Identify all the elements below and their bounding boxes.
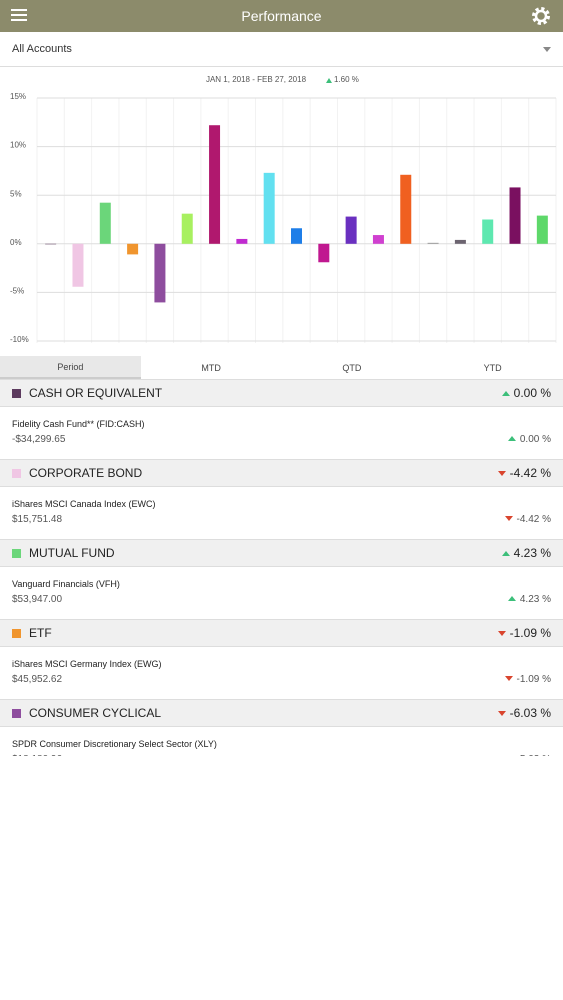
holding-name: Vanguard Financials (VFH) bbox=[12, 579, 120, 589]
group-name: CORPORATE BOND bbox=[29, 466, 143, 480]
holding-change: -1.09 % bbox=[505, 674, 551, 685]
holding-value: $45,952.62 bbox=[12, 674, 63, 685]
bar bbox=[236, 238, 248, 244]
holding-row[interactable]: iShares MSCI Canada Index (EWC) $15,751.4… bbox=[0, 487, 563, 540]
holding-row[interactable]: Fidelity Cash Fund** (FID:CASH) -$34,299.… bbox=[0, 407, 563, 460]
holding-name: Fidelity Cash Fund** (FID:CASH) bbox=[12, 419, 145, 429]
holding-value: $18,180.96 bbox=[12, 754, 62, 756]
account-label: All Accounts bbox=[12, 43, 72, 55]
tab[interactable]: MTD bbox=[201, 362, 221, 373]
group-swatch bbox=[12, 708, 21, 718]
holding-name: iShares MSCI Canada Index (EWC) bbox=[12, 499, 156, 509]
holding-row[interactable]: SPDR Consumer Discretionary Select Secto… bbox=[0, 727, 563, 756]
y-tick-label: 15% bbox=[10, 92, 26, 101]
bar bbox=[181, 213, 193, 244]
bar bbox=[72, 243, 84, 287]
holding-value: -$34,299.65 bbox=[12, 434, 66, 445]
bar bbox=[263, 172, 275, 244]
bar bbox=[154, 243, 166, 303]
group-header: CASH OR EQUIVALENT 0.00 % bbox=[0, 380, 563, 407]
header-title: Performance bbox=[241, 8, 322, 24]
bar bbox=[536, 215, 548, 244]
group-header: CORPORATE BOND -4.42 % bbox=[0, 460, 563, 487]
group-change: 4.23 % bbox=[502, 546, 551, 560]
bar bbox=[482, 219, 494, 244]
header: Performance bbox=[0, 0, 563, 32]
bar bbox=[127, 243, 139, 255]
chart: JAN 1, 2018 - FEB 27, 2018 1.60 % -10% -5… bbox=[10, 75, 557, 344]
group-change: -1.09 % bbox=[498, 626, 551, 640]
holding-name: iShares MSCI Germany Index (EWG) bbox=[12, 659, 162, 669]
holding-value: $15,751.48 bbox=[12, 514, 63, 525]
menu-button[interactable] bbox=[11, 9, 29, 23]
tab[interactable]: Period bbox=[0, 356, 141, 379]
group-header: CONSUMER CYCLICAL -6.03 % bbox=[0, 700, 563, 727]
group-name: MUTUAL FUND bbox=[29, 546, 115, 560]
bar bbox=[454, 239, 466, 244]
dropdown-arrow bbox=[543, 46, 551, 52]
bar bbox=[291, 228, 302, 244]
holdings-list: CASH OR EQUIVALENT 0.00 % Fidelity Cash Fu… bbox=[0, 380, 563, 756]
account-selector[interactable]: All Accounts bbox=[0, 32, 563, 67]
y-tick-label: -10% bbox=[10, 335, 29, 344]
holding-row[interactable]: Vanguard Financials (VFH) $53,947.00 4.23 … bbox=[0, 567, 563, 620]
group-swatch bbox=[12, 388, 21, 398]
tabs: Period MTD QTD YTD bbox=[0, 356, 563, 380]
holding-change: -4.42 % bbox=[505, 514, 551, 525]
bar bbox=[400, 174, 412, 244]
tab[interactable]: QTD bbox=[342, 362, 362, 373]
holding-value: $53,947.00 bbox=[12, 594, 63, 605]
holding-change: 0.00 % bbox=[508, 434, 551, 445]
holding-change: 4.23 % bbox=[508, 594, 551, 605]
group-header: MUTUAL FUND 4.23 % bbox=[0, 540, 563, 567]
bar bbox=[45, 243, 57, 245]
y-tick-label: 0% bbox=[10, 238, 22, 247]
y-tick-label: -5% bbox=[10, 287, 24, 296]
settings-button[interactable] bbox=[531, 6, 551, 26]
bar bbox=[427, 242, 439, 244]
bar bbox=[372, 235, 384, 244]
tab[interactable]: YTD bbox=[483, 362, 502, 373]
bar bbox=[318, 243, 330, 263]
bar bbox=[509, 187, 521, 244]
bar bbox=[345, 216, 357, 244]
group-change: -4.42 % bbox=[498, 466, 551, 480]
group-change: -6.03 % bbox=[498, 706, 551, 720]
chart-subtitle: JAN 1, 2018 - FEB 27, 2018 bbox=[206, 75, 307, 84]
holding-change: -5.03 % bbox=[505, 754, 551, 756]
group-swatch bbox=[12, 628, 21, 638]
group-name: ETF bbox=[29, 626, 52, 640]
bar bbox=[209, 125, 221, 244]
group-name: CASH OR EQUIVALENT bbox=[29, 386, 163, 400]
holding-row[interactable]: iShares MSCI Germany Index (EWG) $45,952.… bbox=[0, 647, 563, 700]
change-arrow bbox=[326, 78, 332, 83]
group-swatch bbox=[12, 468, 21, 478]
group-swatch bbox=[12, 548, 21, 558]
group-header: ETF -1.09 % bbox=[0, 620, 563, 647]
bar bbox=[99, 202, 111, 244]
y-tick-label: 10% bbox=[10, 141, 26, 150]
holding-name: SPDR Consumer Discretionary Select Secto… bbox=[12, 739, 217, 749]
group-change: 0.00 % bbox=[502, 386, 551, 400]
y-tick-label: 5% bbox=[10, 189, 22, 198]
chart-change: 1.60 % bbox=[334, 75, 359, 84]
group-name: CONSUMER CYCLICAL bbox=[29, 706, 162, 720]
